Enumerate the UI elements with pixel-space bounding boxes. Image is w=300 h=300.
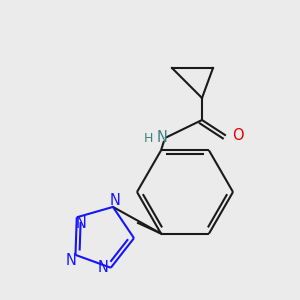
Text: N: N bbox=[98, 260, 108, 275]
Text: N: N bbox=[110, 194, 120, 208]
Text: O: O bbox=[232, 128, 244, 142]
Text: N: N bbox=[66, 254, 77, 268]
Text: H: H bbox=[143, 131, 153, 145]
Text: N: N bbox=[75, 216, 86, 231]
Text: N: N bbox=[157, 130, 167, 146]
